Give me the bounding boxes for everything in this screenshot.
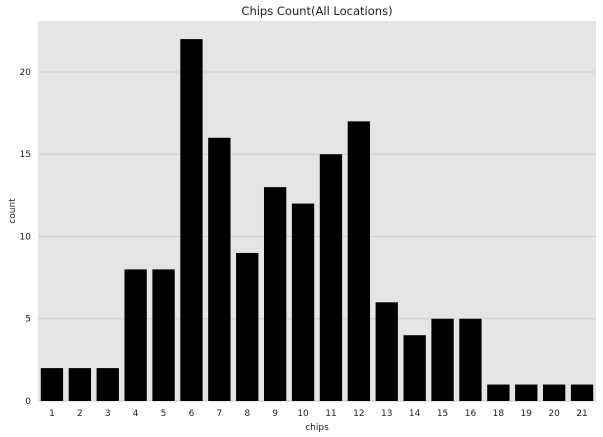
x-tick-label: 14: [409, 409, 421, 419]
bar-12: [347, 121, 371, 402]
x-axis-label: chips: [305, 423, 329, 433]
bar-8: [236, 252, 259, 401]
bar-18: [487, 384, 510, 401]
bar-20: [542, 384, 566, 401]
bar-11: [319, 154, 343, 401]
y-tick-label: 5: [25, 315, 31, 325]
y-tick-label: 15: [20, 150, 31, 160]
x-tick-label: 18: [493, 409, 505, 419]
bar-7: [208, 137, 231, 401]
bar-9: [263, 187, 287, 401]
x-tick-label: 9: [272, 409, 278, 419]
y-tick-labels: 0 5 10 15 20: [20, 68, 32, 407]
bar-1: [40, 368, 64, 401]
x-tick-label: 6: [189, 409, 195, 419]
x-tick-label: 5: [161, 409, 167, 419]
x-tick-label: 2: [77, 409, 83, 419]
x-tick-label: 12: [353, 409, 364, 419]
plot-area: [38, 21, 596, 401]
bar-10: [291, 203, 315, 401]
x-tick-label: 13: [381, 409, 392, 419]
bar-2: [68, 368, 92, 401]
bar-21: [570, 384, 594, 401]
x-tick-label: 10: [297, 409, 309, 419]
x-tick-labels: 1 2 3 4 5 6 7 8 9 10 11 12 13 14 15 16 18 19 20 21: [49, 409, 588, 419]
bar-15: [431, 318, 454, 401]
x-tick-label: 3: [105, 409, 111, 419]
bar-5: [152, 269, 175, 401]
x-tick-label: 1: [49, 409, 55, 419]
bar-14: [403, 335, 426, 401]
bar-4: [124, 269, 147, 401]
bar-3: [96, 368, 119, 401]
bar-16: [459, 318, 482, 401]
y-axis-label: count: [8, 198, 18, 224]
x-tick-label: 8: [244, 409, 250, 419]
y-tick-label: 10: [20, 232, 32, 242]
x-tick-label: 11: [325, 409, 336, 419]
x-tick-label: 21: [576, 409, 587, 419]
bars: [40, 39, 594, 402]
x-tick-label: 7: [216, 409, 222, 419]
x-tick-label: 15: [437, 409, 448, 419]
bar-6: [180, 39, 203, 401]
bar-13: [375, 302, 398, 401]
bar-19: [515, 384, 538, 401]
chart-title: Chips Count(All Locations): [241, 4, 392, 18]
x-tick-label: 16: [465, 409, 477, 419]
x-tick-label: 4: [133, 409, 139, 419]
x-tick-label: 20: [548, 409, 560, 419]
y-tick-label: 20: [20, 68, 32, 78]
y-tick-label: 0: [25, 397, 31, 407]
x-tick-label: 19: [521, 409, 533, 419]
